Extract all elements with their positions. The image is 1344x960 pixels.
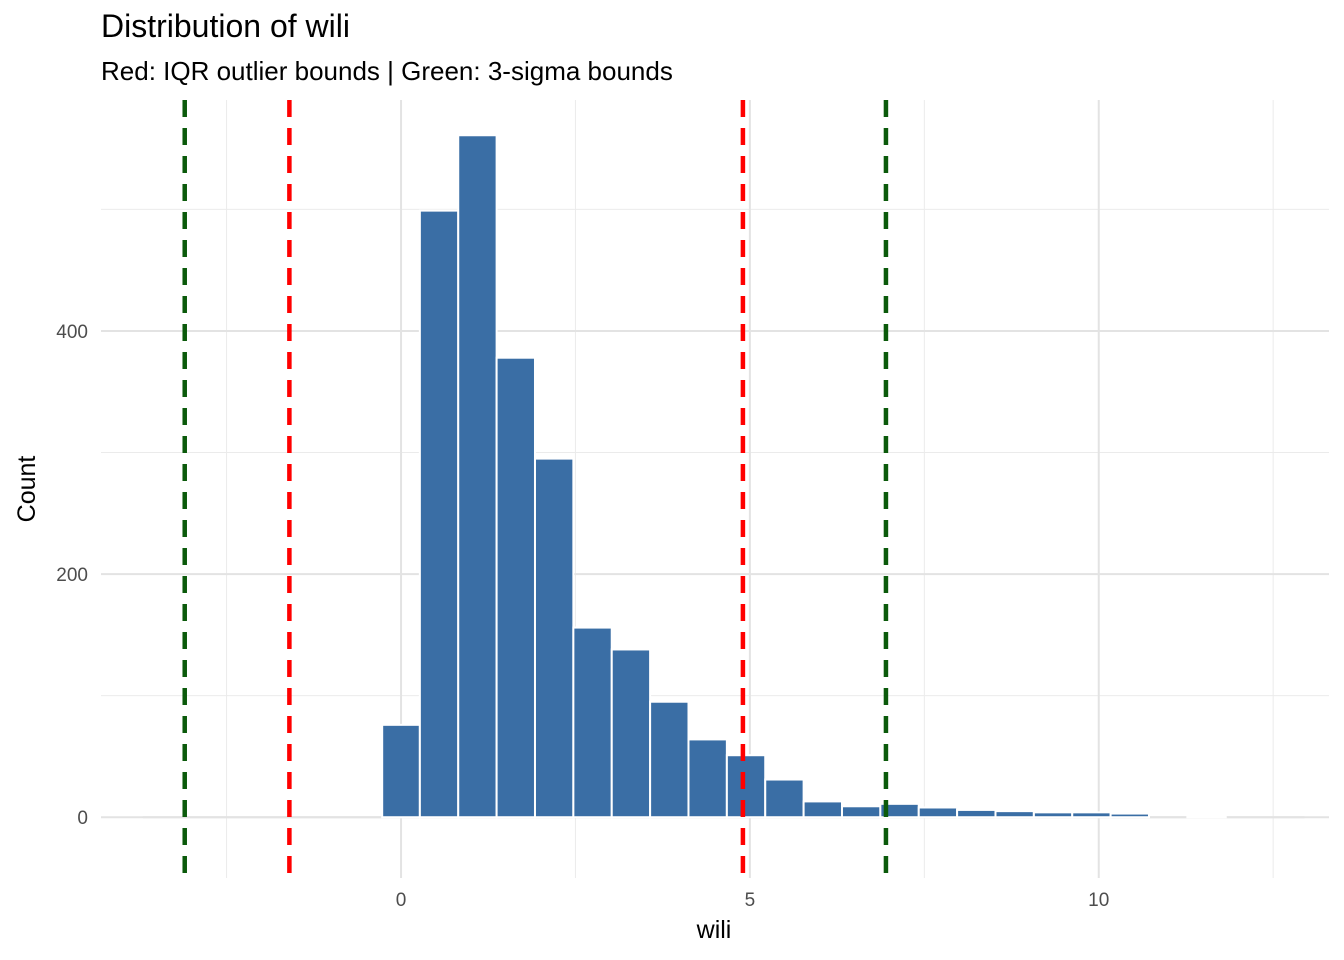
histogram-bar [572, 626, 613, 819]
histogram-bar [533, 457, 575, 819]
y-tick-label: 0 [77, 808, 88, 829]
histogram-bar [457, 134, 498, 819]
x-tick-label: 5 [745, 890, 756, 911]
x-tick-labels: 0 5 10 [396, 890, 1110, 911]
histogram-bar [1071, 811, 1112, 819]
bound-lines [182, 100, 889, 878]
histogram-bar [725, 754, 767, 819]
histogram-bar [610, 648, 652, 819]
histogram-bar [994, 810, 1035, 819]
x-axis-title: wili [696, 916, 732, 944]
histogram-bar [495, 356, 536, 819]
x-tick-label: 10 [1088, 890, 1109, 911]
histogram-bar [917, 806, 959, 819]
histogram-bar [802, 800, 843, 819]
histogram-bar [381, 723, 421, 819]
histogram-bars [381, 134, 1227, 819]
histogram-bar [1186, 815, 1227, 819]
y-tick-labels: 0 200 400 [56, 322, 88, 829]
y-tick-label: 200 [56, 565, 88, 586]
chart-subtitle: Red: IQR outlier bounds | Green: 3-sigma… [101, 56, 673, 86]
y-axis-title: Count [13, 456, 41, 523]
histogram-bar [956, 808, 997, 819]
histogram-bar [764, 778, 805, 819]
histogram-bar [687, 738, 728, 819]
histogram-bar [840, 805, 882, 819]
x-tick-label: 0 [396, 890, 407, 911]
histogram-bar [418, 209, 460, 819]
y-tick-label: 400 [56, 322, 88, 343]
chart-title: Distribution of wili [101, 8, 350, 44]
minor-gridlines [101, 100, 1329, 878]
histogram-bar [1032, 811, 1074, 819]
histogram-bar [1109, 812, 1150, 819]
histogram-bar [649, 700, 690, 819]
